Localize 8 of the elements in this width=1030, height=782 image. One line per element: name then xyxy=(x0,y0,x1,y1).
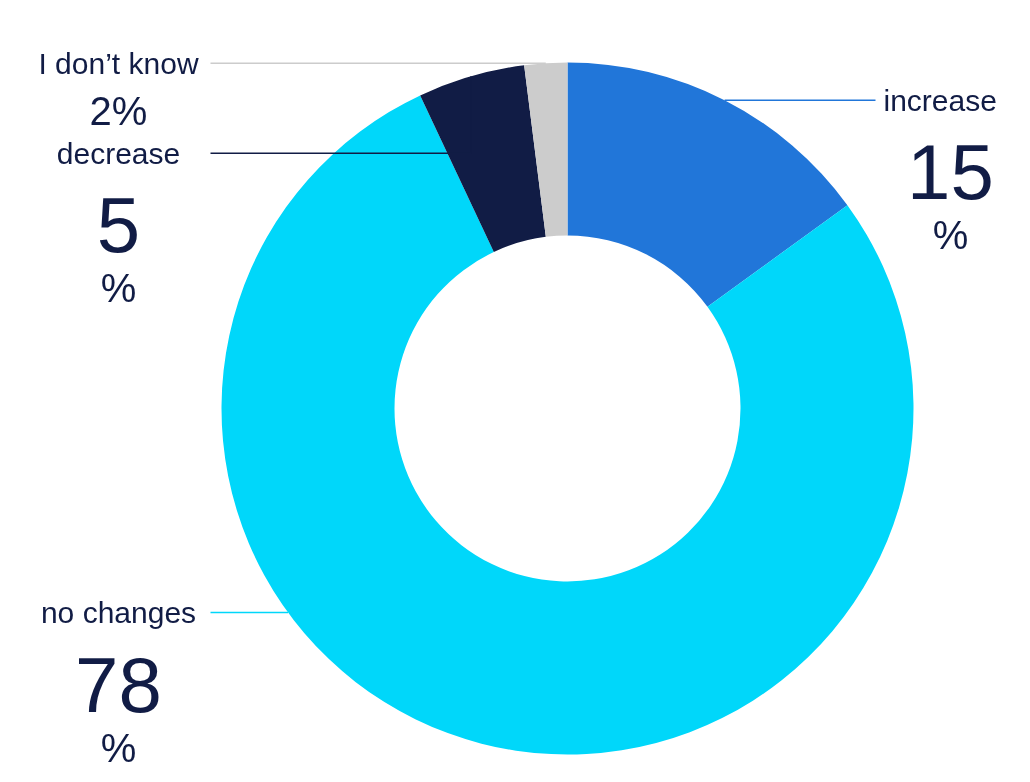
slice-label: I don’t know xyxy=(38,46,199,80)
data-label: 78 % xyxy=(75,640,162,770)
slice-label: decrease xyxy=(56,136,181,170)
slice-label: increase xyxy=(883,83,997,117)
data-label: 15 % xyxy=(907,128,994,258)
data-label: 2% xyxy=(89,89,148,134)
slice-label: no changes xyxy=(40,596,197,629)
data-label: 5 % xyxy=(96,181,141,311)
